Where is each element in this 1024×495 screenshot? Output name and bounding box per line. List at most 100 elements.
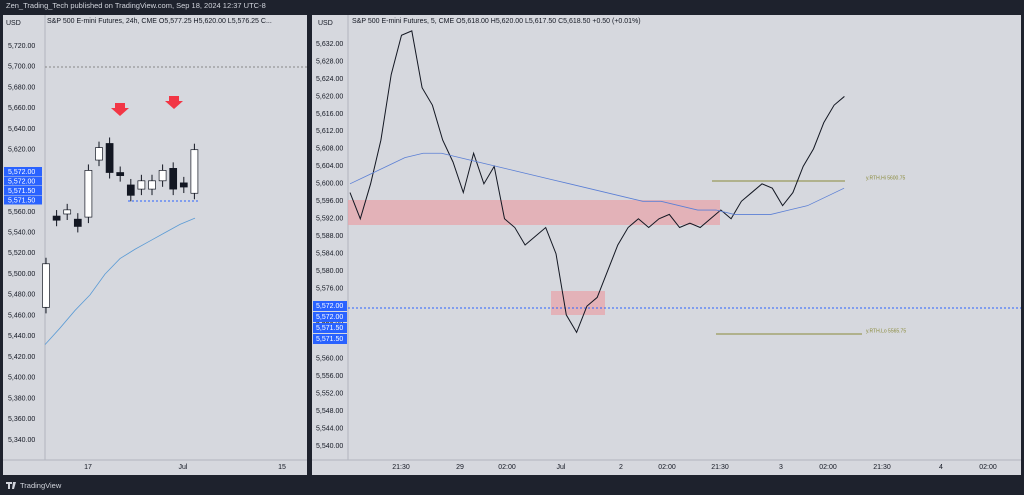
price-badge-label: 5,571.50 <box>316 325 343 332</box>
candle <box>116 172 125 176</box>
time-label: 4 <box>939 464 943 471</box>
time-label: Jul <box>557 464 566 471</box>
price-badge-label: 5,571.50 <box>316 336 343 343</box>
price-badge-label: 5,572.00 <box>8 178 35 185</box>
price-line <box>349 30 845 334</box>
left-panel <box>3 15 307 475</box>
price-label: 5,588.00 <box>316 233 343 240</box>
footer-brand: TradingView <box>20 481 62 490</box>
time-label: 02:00 <box>498 464 516 471</box>
time-label: 02:00 <box>658 464 676 471</box>
currency: USD <box>318 20 333 27</box>
zone <box>551 291 605 315</box>
candle <box>190 149 199 194</box>
time-label: 21:30 <box>711 464 729 471</box>
logo <box>6 482 16 489</box>
price-label: 5,400.00 <box>8 375 35 382</box>
candle <box>84 170 93 218</box>
price-badge <box>313 312 347 322</box>
candle <box>42 263 50 308</box>
price-label: 5,624.00 <box>316 76 343 83</box>
price-badge <box>4 186 42 195</box>
candle <box>126 184 135 196</box>
right-panel <box>312 15 1021 475</box>
price-badge-label: 5,572.00 <box>316 314 343 321</box>
price-label: 5,612.00 <box>316 128 343 135</box>
arrow <box>165 96 183 109</box>
time-label: 02:00 <box>819 464 837 471</box>
time-label: 17 <box>84 464 92 471</box>
time-label: 02:00 <box>979 464 997 471</box>
arrow <box>111 103 129 116</box>
price-label: 5,640.00 <box>8 126 35 133</box>
price-label: 5,620.00 <box>8 147 35 154</box>
header-text: Zen_Trading_Tech published on TradingVie… <box>6 1 266 10</box>
price-badge <box>4 167 42 176</box>
price-label: 5,440.00 <box>8 333 35 340</box>
price-badge-label: 5,571.50 <box>8 197 35 204</box>
price-label: 5,608.00 <box>316 146 343 153</box>
candle <box>179 182 188 188</box>
price-label: 5,560.00 <box>316 355 343 362</box>
price-label: 5,460.00 <box>8 312 35 319</box>
price-badge <box>313 301 347 311</box>
price-label: 5,604.00 <box>316 163 343 170</box>
candle <box>158 170 167 182</box>
price-label: 5,500.00 <box>8 271 35 278</box>
price-label: 5,616.00 <box>316 111 343 118</box>
price-label: 5,360.00 <box>8 416 35 423</box>
price-label: 5,700.00 <box>8 64 35 71</box>
price-label: 5,720.00 <box>8 43 35 50</box>
price-label: 5,632.00 <box>316 41 343 48</box>
price-label: 5,660.00 <box>8 105 35 112</box>
price-label: 5,380.00 <box>8 395 35 402</box>
price-label: 5,540.00 <box>316 443 343 450</box>
price-label: 5,600.00 <box>316 181 343 188</box>
moving-average <box>44 217 196 345</box>
price-label: 5,680.00 <box>8 84 35 91</box>
price-badge <box>313 334 347 344</box>
candle <box>95 147 103 161</box>
candle <box>63 209 72 215</box>
price-badge <box>4 195 42 205</box>
panel-title: S&P 500 E-mini Futures, 24h, CME O5,577.… <box>47 18 272 25</box>
candle <box>105 143 114 173</box>
price-label: 5,592.00 <box>316 216 343 223</box>
candle <box>137 180 146 190</box>
time-label: 29 <box>456 464 464 471</box>
price-label: 5,628.00 <box>316 58 343 65</box>
price-label: 5,596.00 <box>316 198 343 205</box>
time-label: 21:30 <box>873 464 891 471</box>
price-badge <box>4 176 42 186</box>
price-badge <box>313 323 347 333</box>
panel-title: S&P 500 E-mini Futures, 5, CME O5,618.00… <box>352 18 641 25</box>
price-label: 5,620.00 <box>316 93 343 100</box>
candle <box>169 168 178 190</box>
price-label: 5,544.00 <box>316 425 343 432</box>
time-label: 3 <box>779 464 783 471</box>
price-label: 5,556.00 <box>316 373 343 380</box>
price-label: 5,584.00 <box>316 251 343 258</box>
price-label: 5,540.00 <box>8 230 35 237</box>
price-label: 5,552.00 <box>316 390 343 397</box>
currency: USD <box>6 20 21 27</box>
price-badge-label: 5,571.50 <box>8 188 35 195</box>
price-label: 5,480.00 <box>8 292 35 299</box>
price-label: 5,548.00 <box>316 408 343 415</box>
time-label: 2 <box>619 464 623 471</box>
time-label: Jul <box>179 464 188 471</box>
moving-average <box>349 152 845 215</box>
zone <box>348 200 720 225</box>
level-label: y.RTH.Lo 5565.75 <box>866 328 906 334</box>
candle <box>148 180 156 190</box>
price-label: 5,520.00 <box>8 250 35 257</box>
price-label: 5,576.00 <box>316 286 343 293</box>
price-badge-label: 5,572.00 <box>316 303 343 310</box>
level-label: y.RTH.Hi 5600.75 <box>866 175 905 181</box>
price-label: 5,560.00 <box>8 209 35 216</box>
price-badge-label: 5,572.00 <box>8 169 35 176</box>
candle <box>52 215 61 221</box>
candle <box>73 218 82 227</box>
